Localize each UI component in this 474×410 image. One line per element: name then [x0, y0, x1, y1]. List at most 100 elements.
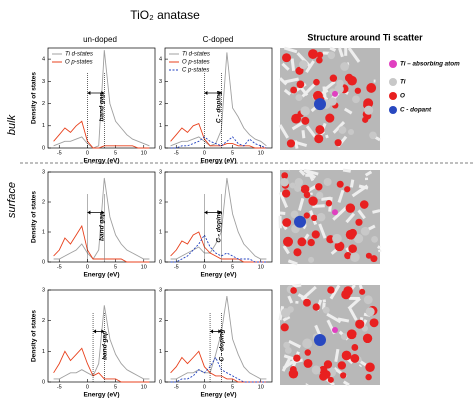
dos-line	[170, 356, 267, 383]
x-tick-label: 5	[231, 264, 234, 270]
atom	[300, 184, 310, 194]
dos-line	[53, 305, 150, 380]
atom	[303, 191, 311, 199]
bond	[358, 364, 362, 368]
atom	[323, 360, 333, 369]
atom	[308, 256, 315, 263]
atom	[290, 287, 297, 294]
dos-line	[53, 120, 150, 149]
x-tick-label: 10	[258, 264, 264, 270]
atom	[319, 372, 328, 381]
bond	[292, 283, 302, 289]
dos-line	[170, 52, 267, 147]
dos-line	[170, 231, 267, 263]
x-tick-label: 5	[114, 384, 117, 390]
atom	[332, 233, 342, 244]
bond	[288, 340, 302, 349]
atom	[332, 90, 338, 97]
atom	[315, 125, 325, 135]
atom	[316, 212, 326, 222]
atom	[307, 238, 315, 247]
atom	[340, 372, 347, 379]
x-tick-label: 10	[141, 384, 147, 390]
atom	[297, 237, 307, 247]
bond	[347, 47, 361, 63]
bond	[342, 380, 350, 387]
y-tick-label: 1	[159, 349, 162, 355]
atom	[316, 51, 324, 59]
y-tick-label: 2	[159, 199, 162, 205]
bond	[330, 248, 338, 255]
atom	[303, 358, 313, 368]
atom	[340, 333, 348, 340]
atom	[293, 354, 301, 362]
atom	[327, 376, 334, 383]
structure-title: Structure around Ti scatter	[307, 32, 423, 42]
atom	[325, 113, 335, 123]
legend-swatch	[389, 78, 397, 86]
atom	[363, 295, 373, 305]
legend-label: Ti	[400, 79, 406, 86]
bond	[332, 206, 348, 221]
y-tick-label: 3	[42, 79, 45, 85]
bond	[318, 223, 327, 239]
bond	[283, 88, 292, 96]
row-label: bulk	[6, 114, 18, 135]
atom	[365, 362, 375, 373]
y-tick-label: 3	[159, 169, 162, 175]
dos-line	[53, 224, 150, 263]
arrow-head	[210, 329, 222, 334]
bond	[287, 295, 294, 304]
bond	[345, 212, 356, 224]
x-tick-label: 5	[114, 150, 117, 156]
bond	[298, 197, 305, 211]
atom	[294, 184, 302, 192]
bond	[278, 124, 290, 139]
plot-frame	[47, 47, 156, 149]
dos-line	[170, 136, 267, 149]
bond	[345, 247, 351, 253]
atom	[303, 298, 311, 307]
bond	[282, 315, 291, 322]
atom	[360, 226, 370, 236]
atom	[298, 60, 308, 70]
x-tick-label: 5	[114, 264, 117, 270]
atom	[340, 62, 349, 71]
y-tick-label: 3	[42, 169, 45, 175]
atom	[365, 307, 375, 317]
atom	[350, 252, 360, 263]
atom	[322, 306, 330, 314]
atom	[348, 244, 357, 254]
atom	[362, 333, 373, 344]
atom	[308, 49, 318, 59]
y-tick-label: 3	[159, 287, 162, 293]
x-tick-label: 10	[258, 384, 264, 390]
bond	[305, 383, 309, 386]
x-tick-label: 10	[141, 264, 147, 270]
atom	[314, 134, 324, 144]
x-tick-label: 10	[141, 150, 147, 156]
atom	[344, 73, 354, 83]
annotation-label: band gap	[101, 331, 108, 360]
bond	[364, 170, 373, 177]
x-axis-label: Energy (eV)	[83, 158, 119, 165]
plot-frame	[164, 171, 273, 263]
x-tick-label: 0	[203, 264, 206, 270]
y-axis-label: Density of states	[31, 310, 38, 362]
x-axis-label: Energy (eV)	[200, 272, 236, 279]
y-tick-label: 0	[42, 379, 45, 385]
y-tick-label: 4	[42, 57, 45, 63]
y-tick-label: 3	[159, 79, 162, 85]
legend-label: Ti d-states	[182, 52, 210, 58]
atom	[345, 203, 356, 213]
y-tick-label: 1	[159, 123, 162, 129]
atom	[312, 303, 320, 311]
bond	[347, 297, 361, 310]
bond	[278, 191, 289, 208]
atom	[282, 189, 291, 198]
atom	[308, 196, 318, 206]
x-axis-label: Energy (eV)	[200, 392, 236, 399]
atom	[350, 354, 360, 363]
atom	[301, 116, 310, 125]
y-tick-label: 0	[42, 259, 45, 265]
